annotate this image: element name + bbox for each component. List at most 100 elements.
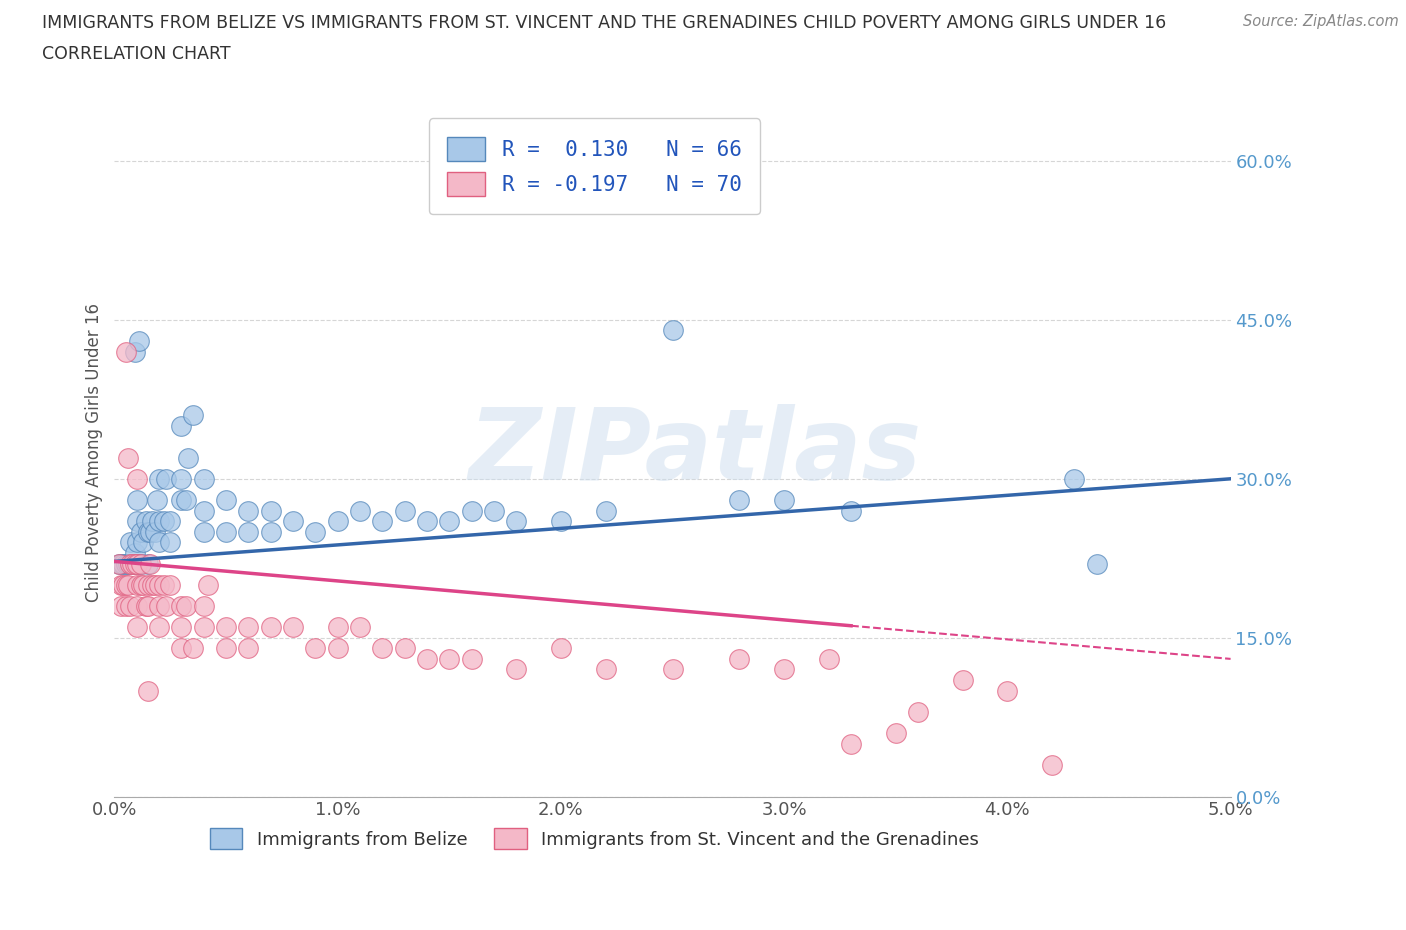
Point xyxy=(505,513,527,528)
Point xyxy=(174,493,197,508)
Legend: Immigrants from Belize, Immigrants from St. Vincent and the Grenadines: Immigrants from Belize, Immigrants from … xyxy=(202,821,987,857)
Point xyxy=(215,641,238,656)
Point xyxy=(170,418,193,433)
Point xyxy=(215,493,238,508)
Text: ZIPatlas: ZIPatlas xyxy=(468,404,921,501)
Point xyxy=(135,599,157,614)
Point xyxy=(170,472,193,486)
Point xyxy=(141,578,163,592)
Point xyxy=(460,503,482,518)
Point xyxy=(952,672,974,687)
Point xyxy=(114,599,136,614)
Point xyxy=(304,641,326,656)
Point xyxy=(118,556,141,571)
Point xyxy=(125,556,148,571)
Point xyxy=(728,651,751,666)
Point xyxy=(159,578,181,592)
Point xyxy=(136,525,159,539)
Point xyxy=(141,513,163,528)
Point xyxy=(260,503,283,518)
Point xyxy=(152,513,174,528)
Point xyxy=(170,493,193,508)
Point xyxy=(193,619,215,634)
Point xyxy=(146,493,169,508)
Point xyxy=(550,641,572,656)
Point xyxy=(148,578,170,592)
Point xyxy=(661,662,683,677)
Point xyxy=(112,556,135,571)
Point xyxy=(197,578,219,592)
Point xyxy=(117,556,139,571)
Point xyxy=(112,578,135,592)
Point xyxy=(136,684,159,698)
Point xyxy=(108,556,131,571)
Point xyxy=(174,599,197,614)
Point xyxy=(136,599,159,614)
Point xyxy=(193,599,215,614)
Point xyxy=(170,599,193,614)
Point xyxy=(110,578,132,592)
Point xyxy=(460,651,482,666)
Point xyxy=(125,513,148,528)
Point xyxy=(121,556,143,571)
Point xyxy=(773,493,796,508)
Point xyxy=(118,599,141,614)
Point xyxy=(371,641,394,656)
Point xyxy=(110,556,132,571)
Point xyxy=(121,556,143,571)
Point xyxy=(371,513,394,528)
Point xyxy=(170,641,193,656)
Point xyxy=(281,513,304,528)
Point xyxy=(148,513,170,528)
Point xyxy=(595,662,617,677)
Point xyxy=(148,599,170,614)
Point xyxy=(125,578,148,592)
Point xyxy=(148,472,170,486)
Point xyxy=(349,503,371,518)
Point xyxy=(595,503,617,518)
Point xyxy=(114,556,136,571)
Point xyxy=(884,725,907,740)
Point xyxy=(118,556,141,571)
Point xyxy=(238,619,260,634)
Point xyxy=(181,407,204,422)
Point xyxy=(817,651,839,666)
Point xyxy=(482,503,505,518)
Point xyxy=(177,450,200,465)
Point xyxy=(136,578,159,592)
Point xyxy=(132,578,155,592)
Point xyxy=(839,503,862,518)
Point xyxy=(110,599,132,614)
Point xyxy=(125,556,148,571)
Point xyxy=(124,344,146,359)
Point xyxy=(139,556,162,571)
Point xyxy=(125,599,148,614)
Point xyxy=(439,651,461,666)
Point xyxy=(148,535,170,550)
Point xyxy=(1040,757,1063,772)
Point xyxy=(124,546,146,561)
Point xyxy=(326,619,349,634)
Point xyxy=(238,641,260,656)
Point xyxy=(129,525,152,539)
Point xyxy=(550,513,572,528)
Point xyxy=(907,704,929,719)
Point xyxy=(394,503,416,518)
Point xyxy=(260,525,283,539)
Point xyxy=(505,662,527,677)
Point xyxy=(143,525,166,539)
Point xyxy=(349,619,371,634)
Point xyxy=(439,513,461,528)
Point xyxy=(193,503,215,518)
Point xyxy=(108,556,131,571)
Text: IMMIGRANTS FROM BELIZE VS IMMIGRANTS FROM ST. VINCENT AND THE GRENADINES CHILD P: IMMIGRANTS FROM BELIZE VS IMMIGRANTS FRO… xyxy=(42,14,1167,32)
Point xyxy=(193,472,215,486)
Point xyxy=(416,651,439,666)
Point xyxy=(132,535,155,550)
Point xyxy=(159,513,181,528)
Point xyxy=(215,525,238,539)
Point xyxy=(416,513,439,528)
Point xyxy=(135,513,157,528)
Point xyxy=(129,556,152,571)
Y-axis label: Child Poverty Among Girls Under 16: Child Poverty Among Girls Under 16 xyxy=(86,303,103,602)
